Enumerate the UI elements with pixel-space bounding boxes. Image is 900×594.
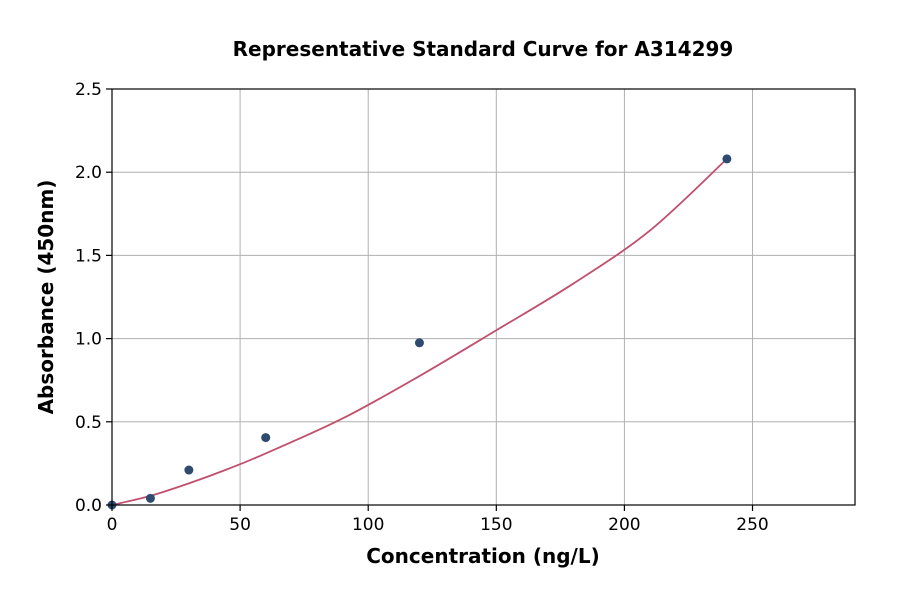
- x-tick-label: 0: [107, 515, 118, 535]
- data-points-layer: [107, 154, 732, 510]
- plot-area-frame: [111, 88, 856, 506]
- data-point: [261, 433, 271, 443]
- fit-curve-layer: [111, 158, 728, 506]
- data-point: [722, 154, 732, 164]
- x-tick-label: 50: [229, 515, 251, 535]
- x-tick-label: 250: [736, 515, 768, 535]
- grid-lines: [111, 88, 855, 506]
- y-tick-label: 2.5: [75, 80, 102, 100]
- chart-title: Representative Standard Curve for A31429…: [233, 37, 734, 61]
- fit-curve-line: [111, 158, 728, 506]
- x-tick-label: 200: [608, 515, 640, 535]
- x-tick-label: 100: [352, 515, 384, 535]
- y-tick-label: 2.0: [75, 163, 102, 183]
- x-axis-label: Concentration (ng/L): [366, 544, 599, 568]
- y-tick-label: 0.0: [75, 496, 102, 516]
- data-point: [184, 465, 194, 475]
- y-tick-label: 1.5: [75, 246, 102, 266]
- data-point: [145, 493, 155, 503]
- x-axis-ticks: 0 50 100 150 200 250: [107, 505, 769, 535]
- y-tick-label: 0.5: [75, 413, 102, 433]
- data-point: [414, 338, 424, 348]
- y-axis-label: Absorbance (450nm): [34, 180, 58, 415]
- y-tick-label: 1.0: [75, 330, 102, 350]
- x-tick-label: 150: [480, 515, 512, 535]
- y-axis-ticks: 0.0 0.5 1.0 1.5 2.0 2.5: [75, 80, 112, 516]
